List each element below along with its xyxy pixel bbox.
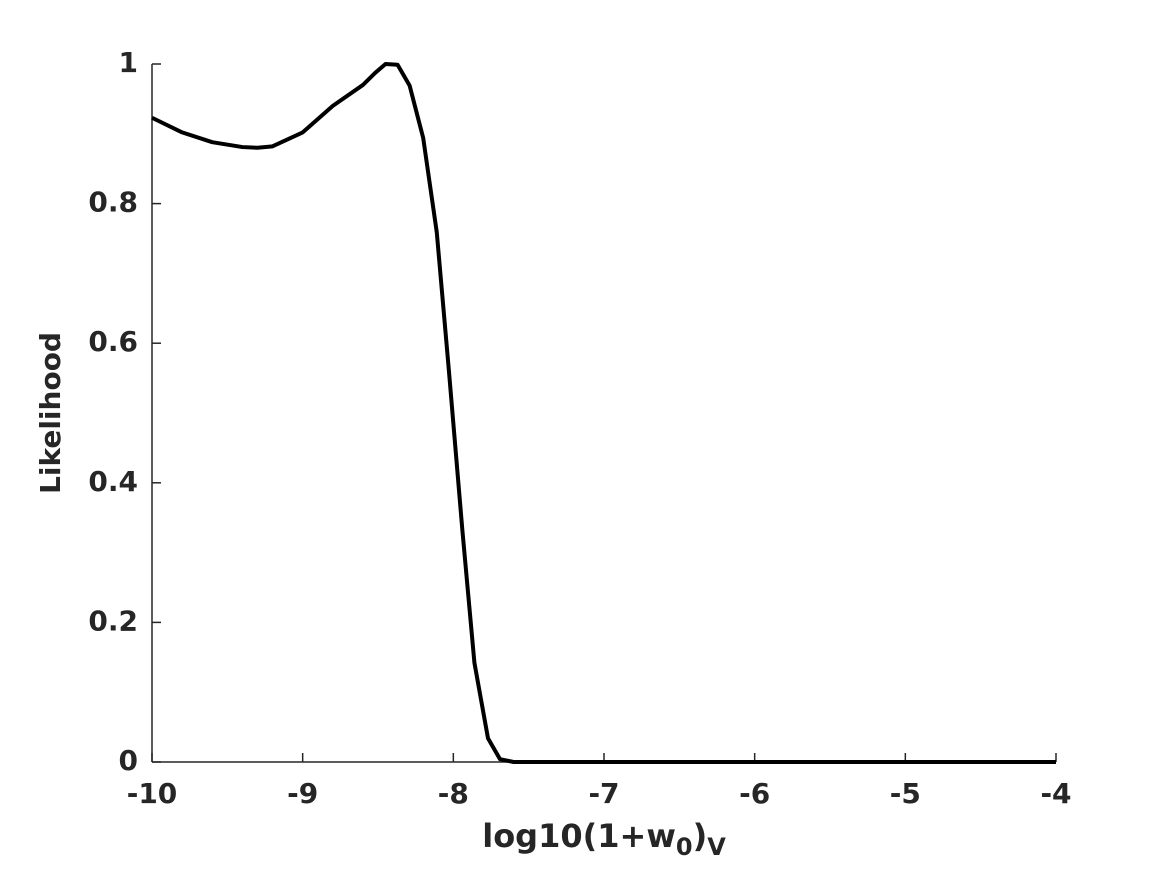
- y-axis-label: Likelihood: [34, 332, 67, 494]
- x-tick-label: -5: [890, 777, 921, 810]
- x-tick-label: -9: [287, 777, 318, 810]
- x-tick-label: -7: [588, 777, 619, 810]
- y-tick-label: 0.2: [88, 604, 138, 637]
- y-tick-label: 0.4: [88, 465, 138, 498]
- x-label-part: log10(1+w: [482, 817, 676, 855]
- y-tick-label: 0.6: [88, 325, 138, 358]
- y-tick-label: 1: [119, 46, 138, 79]
- x-label-sub: V: [707, 833, 726, 861]
- x-tick-label: -4: [1040, 777, 1071, 810]
- x-label-sub: 0: [676, 833, 693, 861]
- y-tick-label: 0: [119, 744, 138, 777]
- x-tick-label: -6: [739, 777, 770, 810]
- line: [151, 62, 1056, 764]
- x-tick-label: -10: [127, 777, 178, 810]
- x-tick-label: -8: [438, 777, 469, 810]
- x-axis-label: log10(1+w0)V: [482, 817, 726, 861]
- x-label-part: ): [693, 817, 708, 855]
- y-tick-label: 0.8: [88, 186, 138, 219]
